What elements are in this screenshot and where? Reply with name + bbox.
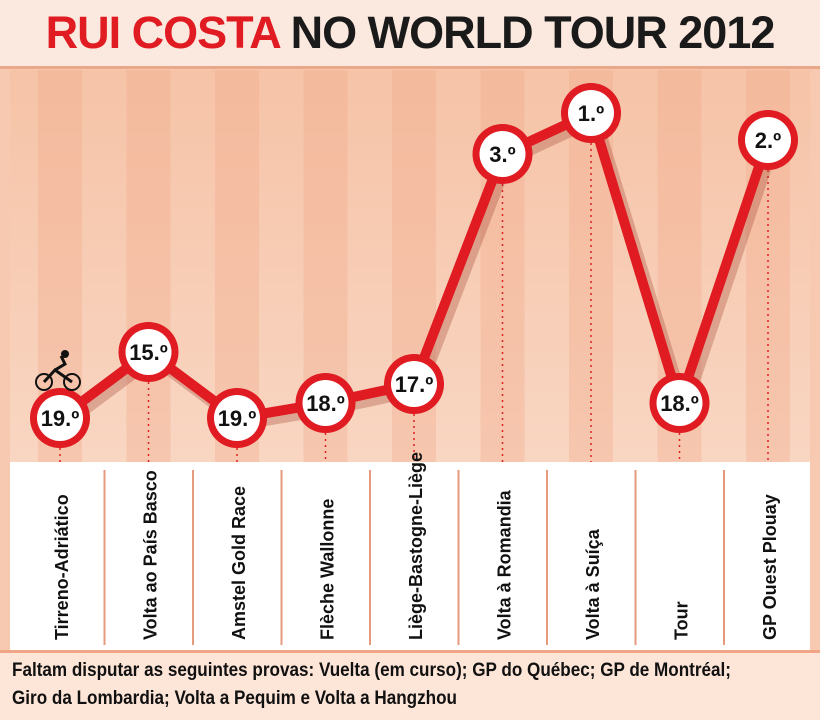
category-label: Volta à Suíça — [583, 528, 603, 640]
marker — [302, 380, 349, 426]
marker — [37, 395, 83, 441]
data-label: 17.º — [395, 372, 434, 397]
marker — [125, 329, 172, 375]
marker — [391, 361, 437, 407]
category-label: GP Ouest Plouay — [760, 494, 780, 640]
data-label: 19.º — [41, 406, 80, 431]
cyclist-icon — [35, 350, 81, 391]
data-label: 18.º — [660, 391, 699, 416]
category-label: Volta à Romandia — [495, 489, 515, 640]
column-stripe — [126, 70, 171, 462]
data-label: 18.º — [306, 391, 345, 416]
data-label: 19.º — [218, 406, 257, 431]
data-label: 1.º — [578, 101, 604, 126]
marker — [656, 380, 703, 426]
label-area — [10, 462, 810, 650]
marker — [479, 131, 526, 177]
marker — [214, 395, 260, 441]
data-label: 3.º — [489, 142, 515, 167]
category-label: Volta ao País Basco — [141, 470, 161, 640]
title-rest: NO WORLD TOUR 2012 — [290, 7, 776, 58]
category-label: Tour — [672, 601, 692, 640]
category-label: Liège-Bastogne-Liège — [406, 452, 426, 640]
marker — [568, 90, 614, 136]
footer-line-1: Faltam disputar as seguintes provas: Vue… — [12, 660, 732, 681]
chart-svg: 19.º Tirreno-Adriático 15.º Volta ao País B… — [30, 70, 798, 645]
data-label: 15.º — [129, 340, 168, 365]
footer-line-2: Giro da Lombardia; Volta a Pequim e Volt… — [12, 688, 457, 709]
chart-title: RUI COSTA NO WORLD TOUR 2012 — [0, 0, 820, 69]
footer-note: Faltam disputar as seguintes provas: Vue… — [0, 650, 820, 720]
category-label: Tirreno-Adriático — [52, 494, 72, 640]
category-label: Amstel Gold Race — [229, 486, 249, 640]
category-label: Flèche Wallonne — [318, 499, 338, 640]
title-name: RUI COSTA — [45, 7, 280, 58]
data-label: 2.º — [755, 128, 781, 153]
marker — [745, 117, 791, 163]
